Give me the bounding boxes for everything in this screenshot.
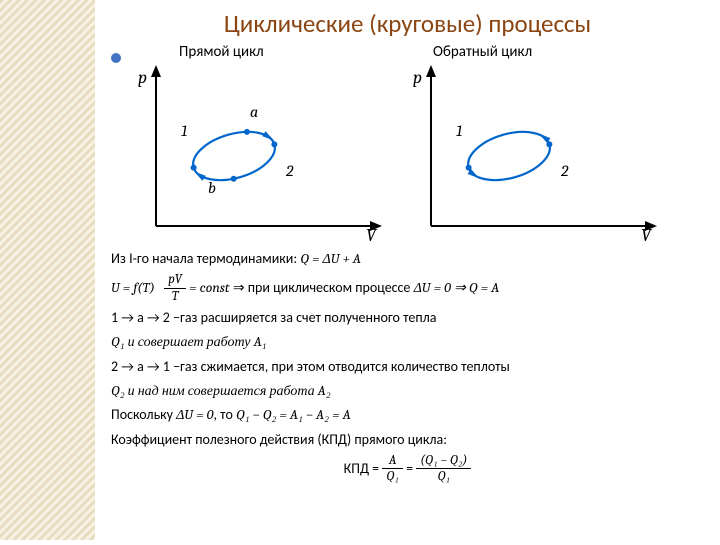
chart-reverse-cycle: pV12 xyxy=(401,61,666,241)
l4: Q₁ и совершает работу A₁ xyxy=(111,332,704,352)
l2b: = const xyxy=(189,279,229,296)
svg-text:p: p xyxy=(138,67,147,88)
l2c: ⇒ при циклическом процессе xyxy=(233,279,414,296)
l3: 1 → a → 2 −газ расширяется за счет получ… xyxy=(111,308,704,328)
svg-text:1: 1 xyxy=(456,122,462,140)
l8: Коэффициент полезного действия (КПД) пря… xyxy=(111,430,704,450)
l7b: ΔU = 0 xyxy=(176,406,213,423)
line1a: Из I-го начала термодинамики: xyxy=(111,250,300,267)
svg-text:2: 2 xyxy=(560,162,569,180)
l7d: Q₁ − Q₂ = A₁ − A₂ = A xyxy=(236,406,351,423)
chart-forward-cycle: pV12ab xyxy=(126,61,391,241)
l2a: U = f(T) xyxy=(111,279,155,296)
l2d: ΔU = 0 ⇒ Q = A xyxy=(414,279,500,296)
l5: 2 → a → 1 −газ сжимается, при этом отвод… xyxy=(111,357,704,377)
bullet-icon xyxy=(111,53,121,63)
derivation-text: Из I-го начала термодинамики: Q = ΔU + A… xyxy=(111,249,704,485)
chart-left-title: Прямой цикл xyxy=(179,43,264,61)
svg-text:b: b xyxy=(208,179,216,197)
sidebar-hatch xyxy=(0,0,95,540)
line1b: Q = ΔU + A xyxy=(300,250,361,267)
l7a: Поскольку xyxy=(111,406,176,423)
l6: Q₂ и над ним совершается работа A₂ xyxy=(111,381,704,401)
charts-row: pV12ab pV12 xyxy=(126,61,704,241)
chart-right-title: Обратный цикл xyxy=(433,43,532,61)
page-title: Циклические (круговые) процессы xyxy=(111,8,704,39)
l7c: , то xyxy=(214,406,236,423)
svg-text:a: a xyxy=(250,103,258,121)
svg-text:1: 1 xyxy=(181,122,187,140)
frac1: pVT xyxy=(164,273,186,304)
kpd-equation: КПД = AQ₁ = (Q₁ − Q₂)Q₁ xyxy=(111,454,704,485)
svg-text:2: 2 xyxy=(285,162,294,180)
svg-text:p: p xyxy=(413,67,422,88)
